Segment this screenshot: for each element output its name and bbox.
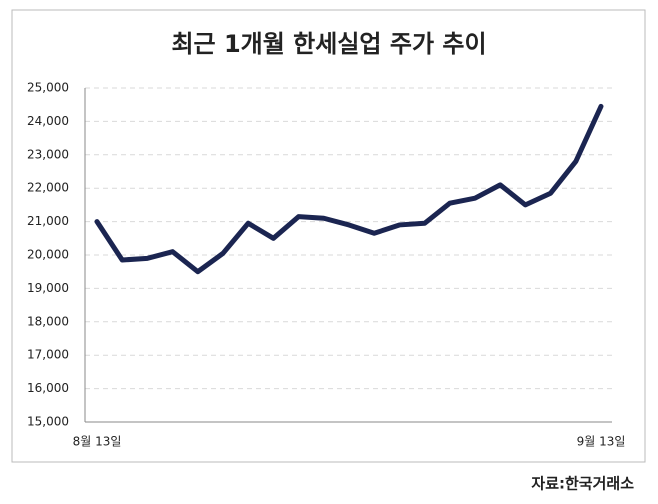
y-tick-label: 20,000 bbox=[27, 248, 69, 262]
y-tick-label: 21,000 bbox=[27, 214, 69, 228]
y-tick-label: 16,000 bbox=[27, 381, 69, 395]
y-tick-label: 15,000 bbox=[27, 415, 69, 429]
line bbox=[94, 103, 604, 275]
frame bbox=[11, 9, 646, 463]
x-tick-label: 9월 13일 bbox=[577, 435, 626, 449]
chart-title: 최근 1개월 한세실업 주가 추이 bbox=[171, 30, 486, 58]
y-tick-label: 17,000 bbox=[27, 348, 69, 362]
y-tick-label: 22,000 bbox=[27, 181, 69, 195]
y-tick-label: 19,000 bbox=[27, 281, 69, 295]
y-tick-label: 18,000 bbox=[27, 314, 69, 328]
y-tick-label: 25,000 bbox=[27, 81, 69, 95]
source: 자료:한국거래소 bbox=[531, 475, 634, 493]
y-tick-label: 24,000 bbox=[27, 114, 69, 128]
x-tick-label: 8월 13일 bbox=[73, 435, 122, 449]
y-tick-label: 23,000 bbox=[27, 147, 69, 161]
